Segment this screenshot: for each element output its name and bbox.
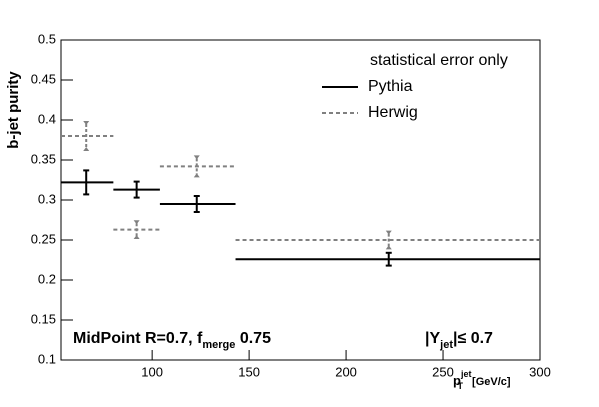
- annotation-after: |≤ 0.7: [453, 330, 493, 347]
- x-tick-label: 200: [335, 364, 357, 379]
- annotation: |Yjet|≤ 0.7: [425, 330, 493, 351]
- annotation-sub: jet: [439, 339, 453, 351]
- y-axis-label: b-jet purity: [5, 71, 22, 149]
- error-cap: [83, 121, 90, 125]
- error-cap: [385, 245, 392, 250]
- legend-label: Herwig: [368, 104, 418, 121]
- y-tick-label: 0.2: [38, 271, 56, 286]
- x-label-unit: [GeV/c]: [469, 376, 511, 388]
- y-tick-label: 0.45: [31, 71, 56, 86]
- y-tick-label: 0.5: [38, 31, 56, 46]
- annotation-after: 0.75: [235, 330, 271, 347]
- x-label-base: p: [453, 373, 461, 388]
- x-label-sub: T: [457, 381, 463, 391]
- error-cap: [193, 155, 200, 160]
- x-label-sup: jet: [460, 369, 472, 379]
- x-tick-label: 250: [432, 364, 454, 379]
- error-cap: [385, 230, 392, 235]
- x-tick-label: 100: [141, 364, 163, 379]
- error-cap: [193, 173, 200, 178]
- error-cap: [83, 147, 90, 151]
- annotation-sub: merge: [202, 339, 235, 351]
- annotation: MidPoint R=0.7, fmerge 0.75: [73, 330, 271, 351]
- legend-label: Pythia: [368, 78, 413, 95]
- legend-title: statistical error only: [370, 52, 508, 69]
- y-tick-label: 0.1: [38, 351, 56, 366]
- y-tick-label: 0.15: [31, 311, 56, 326]
- x-axis-label: pjet T [GeV/c]: [453, 369, 511, 391]
- error-cap: [133, 220, 140, 225]
- annotation-text: |Y: [425, 330, 440, 347]
- x-tick-label: 300: [529, 364, 551, 379]
- y-tick-label: 0.3: [38, 191, 56, 206]
- plot-frame: [60, 39, 541, 361]
- annotation-text: MidPoint R=0.7, f: [73, 330, 203, 347]
- error-cap: [133, 235, 140, 239]
- y-tick-label: 0.35: [31, 151, 56, 166]
- y-tick-label: 0.25: [31, 231, 56, 246]
- x-tick-label: 150: [238, 364, 260, 379]
- y-tick-label: 0.4: [38, 111, 56, 126]
